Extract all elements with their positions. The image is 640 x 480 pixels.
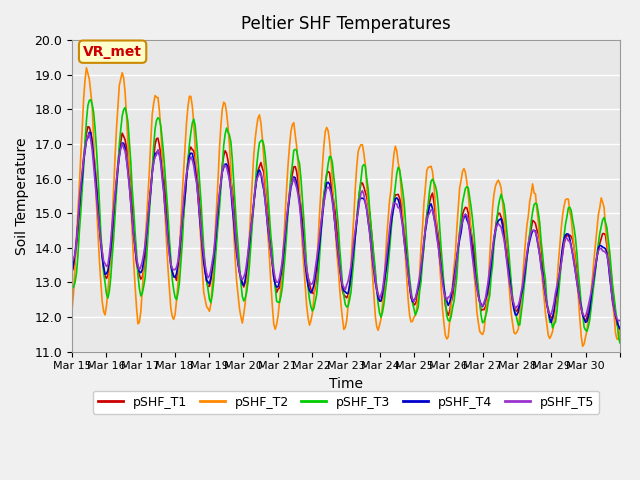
pSHF_T1 <box>616 326 623 332</box>
Line: pSHF_T2: pSHF_T2 <box>72 68 620 347</box>
pSHF_T1 <box>351 231 359 237</box>
pSHF_T2 <box>88 103 96 108</box>
pSHF_T3 <box>460 193 468 199</box>
pSHF_T4 <box>616 325 623 331</box>
pSHF_T5 <box>68 258 76 264</box>
pSHF_T5 <box>613 316 621 322</box>
pSHF_T5 <box>614 318 622 324</box>
pSHF_T1 <box>541 291 549 297</box>
pSHF_T4 <box>88 139 96 145</box>
Line: pSHF_T3: pSHF_T3 <box>72 100 620 343</box>
pSHF_T4 <box>86 130 93 135</box>
pSHF_T1 <box>68 267 76 273</box>
pSHF_T5 <box>541 291 549 297</box>
pSHF_T3 <box>541 276 549 282</box>
Line: pSHF_T1: pSHF_T1 <box>72 127 620 329</box>
pSHF_T5 <box>88 147 96 153</box>
Text: VR_met: VR_met <box>83 45 142 59</box>
pSHF_T2 <box>351 186 359 192</box>
pSHF_T1 <box>84 124 92 130</box>
Line: pSHF_T4: pSHF_T4 <box>72 132 620 328</box>
pSHF_T1 <box>88 139 96 144</box>
pSHF_T1 <box>106 263 113 269</box>
pSHF_T2 <box>614 336 622 342</box>
pSHF_T4 <box>613 317 621 323</box>
pSHF_T2 <box>579 344 586 349</box>
pSHF_T4 <box>541 292 549 298</box>
pSHF_T2 <box>68 306 76 312</box>
pSHF_T2 <box>106 270 113 276</box>
pSHF_T3 <box>616 340 623 346</box>
pSHF_T2 <box>83 65 90 71</box>
Title: Peltier SHF Temperatures: Peltier SHF Temperatures <box>241 15 451 33</box>
pSHF_T3 <box>613 317 621 323</box>
pSHF_T3 <box>87 97 95 103</box>
pSHF_T2 <box>541 311 549 316</box>
pSHF_T3 <box>106 288 113 294</box>
pSHF_T5 <box>106 252 113 258</box>
pSHF_T3 <box>351 234 359 240</box>
pSHF_T4 <box>460 215 468 220</box>
pSHF_T3 <box>88 101 96 107</box>
Line: pSHF_T5: pSHF_T5 <box>72 134 620 321</box>
pSHF_T3 <box>68 285 76 291</box>
Y-axis label: Soil Temperature: Soil Temperature <box>15 137 29 254</box>
pSHF_T2 <box>460 166 468 171</box>
pSHF_T2 <box>616 328 623 334</box>
pSHF_T4 <box>106 259 113 264</box>
pSHF_T4 <box>351 233 359 239</box>
pSHF_T5 <box>616 318 623 324</box>
pSHF_T5 <box>86 131 93 137</box>
pSHF_T4 <box>68 268 76 274</box>
pSHF_T1 <box>460 207 468 213</box>
pSHF_T5 <box>351 227 359 233</box>
pSHF_T5 <box>460 213 468 218</box>
Legend: pSHF_T1, pSHF_T2, pSHF_T3, pSHF_T4, pSHF_T5: pSHF_T1, pSHF_T2, pSHF_T3, pSHF_T4, pSHF… <box>93 391 599 414</box>
pSHF_T1 <box>613 321 621 327</box>
X-axis label: Time: Time <box>329 377 363 391</box>
